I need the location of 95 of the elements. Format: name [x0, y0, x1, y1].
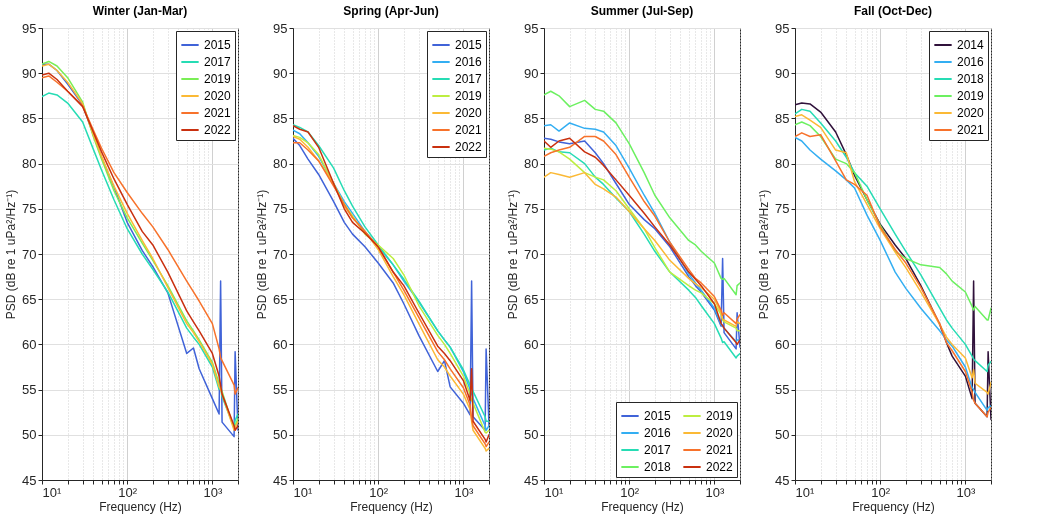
y-tick-label: 90	[524, 65, 539, 81]
x-tick-label: 10²	[369, 484, 389, 500]
legend-label: 2020	[706, 426, 734, 440]
chart-title: Summer (Jul-Sep)	[590, 4, 694, 18]
y-tick-label: 65	[22, 291, 37, 307]
y-tick-label: 45	[775, 472, 790, 488]
legend-label: 2017	[644, 443, 672, 457]
y-tick-label: 55	[775, 382, 790, 398]
y-tick-label: 55	[524, 382, 539, 398]
y-tick-label: 50	[524, 427, 539, 443]
legend-label: 2019	[957, 89, 985, 103]
x-tick-label: 10²	[620, 484, 640, 500]
y-tick-label: 55	[22, 382, 37, 398]
legend-label: 2014	[957, 38, 985, 52]
chart-title: Fall (Oct-Dec)	[853, 4, 933, 18]
y-tick-label: 50	[273, 427, 288, 443]
legend-label: 2017	[204, 55, 232, 69]
legend-label: 2022	[455, 140, 483, 154]
x-tick-label: 10¹	[42, 484, 62, 500]
y-tick-label: 80	[22, 156, 37, 172]
x-tick-label: 10³	[203, 484, 223, 500]
chart-title: Spring (Apr-Jun)	[343, 4, 439, 18]
legend-label: 2015	[204, 38, 232, 52]
y-tick-label: 95	[524, 20, 539, 36]
y-tick-label: 65	[775, 291, 790, 307]
y-tick-label: 75	[775, 201, 790, 217]
x-axis-title: Frequency (Hz)	[601, 499, 684, 514]
y-tick-label: 65	[273, 291, 288, 307]
y-tick-label: 65	[524, 291, 539, 307]
y-tick-label: 85	[273, 110, 288, 126]
y-tick-label: 85	[775, 110, 790, 126]
y-tick-label: 85	[524, 110, 539, 126]
legend-label: 2018	[644, 460, 672, 474]
y-tick-label: 80	[273, 156, 288, 172]
legend-label: 2015	[644, 409, 672, 423]
x-tick-label: 10²	[871, 484, 891, 500]
y-axis-title: PSD (dB re 1 uPa²/Hz⁻¹)	[757, 189, 772, 320]
legend-label: 2015	[455, 38, 483, 52]
y-tick-label: 50	[22, 427, 37, 443]
legend-label: 2018	[957, 72, 985, 86]
y-tick-label: 60	[775, 336, 790, 352]
y-tick-label: 70	[524, 246, 539, 262]
y-tick-label: 45	[22, 472, 37, 488]
y-axis-title: PSD (dB re 1 uPa²/Hz⁻¹)	[4, 189, 19, 320]
x-tick-label: 10¹	[544, 484, 564, 500]
legend-label: 2022	[204, 123, 232, 137]
y-tick-label: 60	[273, 336, 288, 352]
y-axis-title: PSD (dB re 1 uPa²/Hz⁻¹)	[506, 189, 521, 320]
x-tick-label: 10¹	[795, 484, 815, 500]
legend-label: 2020	[204, 89, 232, 103]
y-tick-label: 70	[273, 246, 288, 262]
legend-label: 2016	[455, 55, 483, 69]
y-tick-label: 95	[22, 20, 37, 36]
legend-label: 2022	[706, 460, 734, 474]
y-tick-label: 75	[273, 201, 288, 217]
y-tick-label: 90	[273, 65, 288, 81]
x-tick-label: 10³	[956, 484, 976, 500]
legend-label: 2021	[706, 443, 734, 457]
x-axis-title: Frequency (Hz)	[99, 499, 182, 514]
x-tick-label: 10¹	[293, 484, 313, 500]
x-axis-title: Frequency (Hz)	[852, 499, 935, 514]
y-tick-label: 70	[775, 246, 790, 262]
x-tick-label: 10³	[454, 484, 474, 500]
legend-label: 2019	[706, 409, 734, 423]
legend-label: 2019	[455, 89, 483, 103]
chart-title: Winter (Jan-Mar)	[92, 4, 188, 18]
legend-label: 2016	[957, 55, 985, 69]
legend-label: 2021	[204, 106, 232, 120]
y-tick-label: 85	[22, 110, 37, 126]
legend-label: 2021	[455, 123, 483, 137]
y-tick-label: 75	[524, 201, 539, 217]
y-tick-label: 95	[273, 20, 288, 36]
y-tick-label: 45	[273, 472, 288, 488]
y-tick-label: 75	[22, 201, 37, 217]
y-axis-title: PSD (dB re 1 uPa²/Hz⁻¹)	[255, 189, 270, 320]
y-tick-label: 95	[775, 20, 790, 36]
y-tick-label: 60	[22, 336, 37, 352]
y-tick-label: 50	[775, 427, 790, 443]
y-tick-label: 80	[524, 156, 539, 172]
y-tick-label: 55	[273, 382, 288, 398]
legend-label: 2019	[204, 72, 232, 86]
y-tick-label: 60	[524, 336, 539, 352]
legend-label: 2020	[455, 106, 483, 120]
y-tick-label: 90	[22, 65, 37, 81]
legend-label: 2020	[957, 106, 985, 120]
y-tick-label: 45	[524, 472, 539, 488]
y-tick-label: 70	[22, 246, 37, 262]
legend-label: 2016	[644, 426, 672, 440]
y-tick-label: 80	[775, 156, 790, 172]
y-tick-label: 90	[775, 65, 790, 81]
x-tick-label: 10³	[705, 484, 725, 500]
legend-label: 2021	[957, 123, 985, 137]
legend-label: 2017	[455, 72, 483, 86]
x-tick-label: 10²	[118, 484, 138, 500]
x-axis-title: Frequency (Hz)	[350, 499, 433, 514]
